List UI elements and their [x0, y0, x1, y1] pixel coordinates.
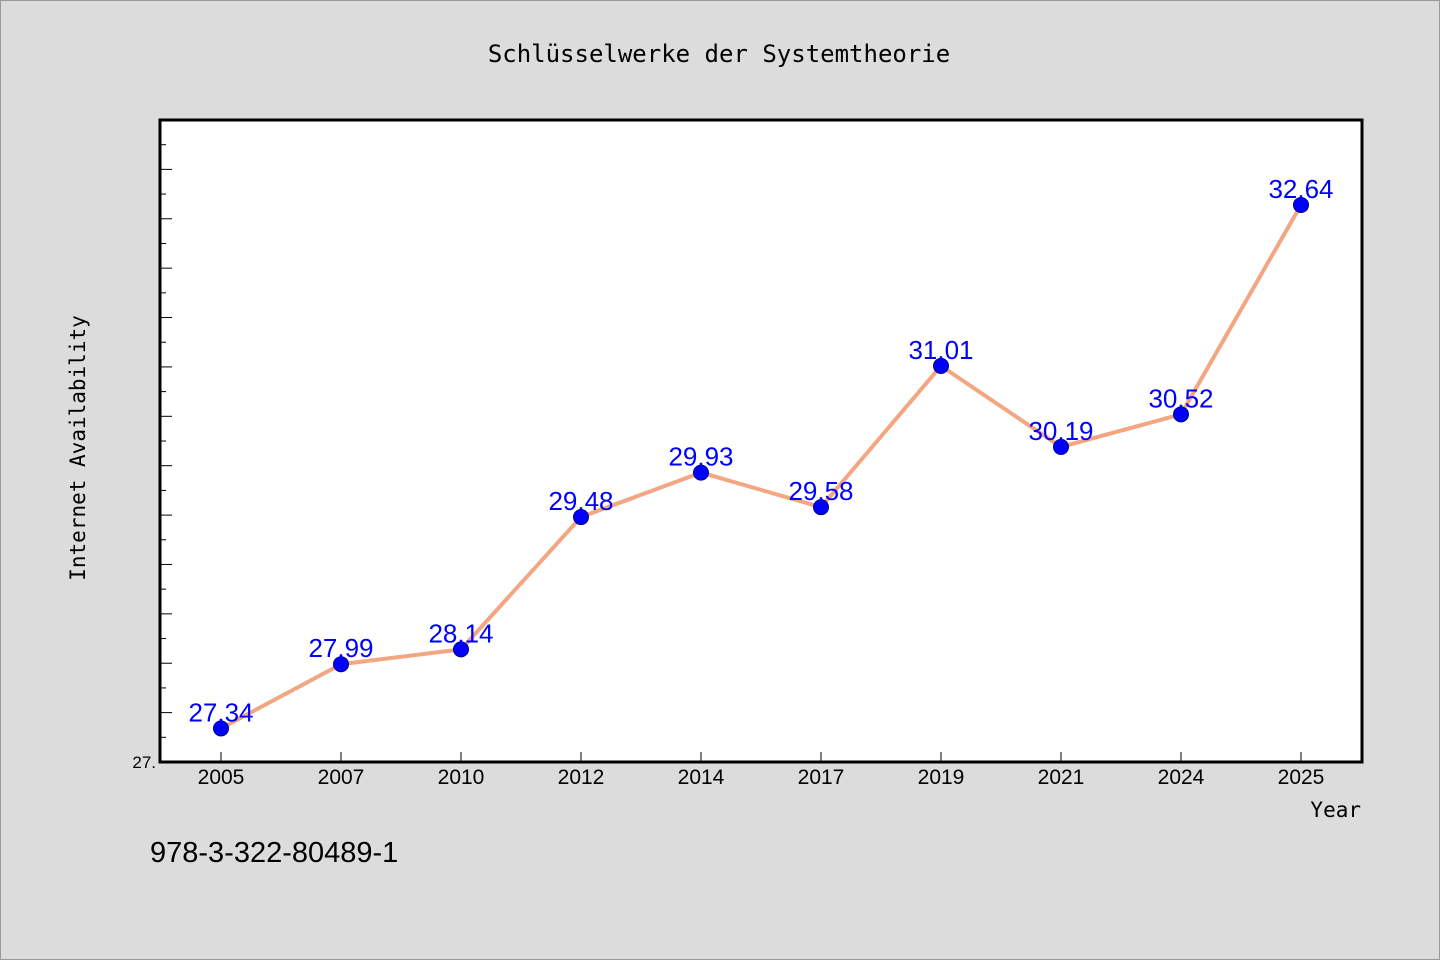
series-line	[219, 202, 1303, 731]
data-label: 29.58	[788, 476, 853, 506]
data-point	[453, 641, 469, 658]
x-tick-label: 2025	[1278, 766, 1325, 789]
y-axis-label: Internet Availability	[66, 315, 90, 581]
x-axis-ticks: 2005 2007 2010 2012 2014 2017 2019 2021 2024 2025	[198, 752, 1325, 789]
x-tick-label: 2007	[318, 766, 365, 789]
plot-area	[158, 118, 1364, 764]
data-label: 31.01	[908, 335, 973, 365]
y-axis-ticks	[160, 119, 172, 763]
data-point	[1173, 406, 1189, 423]
series-layer: 27.34 27.99 28.14 29.48 29.93 29.58 31.01 30.19…	[188, 174, 1334, 737]
x-tick-label: 2021	[1038, 766, 1085, 789]
isbn-label: 978-3-322-80489-1	[150, 837, 399, 869]
y-tick-label: 27.	[132, 753, 156, 772]
x-tick-label: 2014	[678, 766, 725, 789]
data-point	[813, 499, 829, 516]
data-point	[213, 720, 229, 737]
x-tick-label: 2010	[438, 766, 485, 789]
data-point	[693, 464, 709, 481]
data-point	[573, 509, 589, 526]
data-label: 27.99	[308, 633, 373, 663]
data-label: 30.52	[1148, 383, 1213, 413]
data-point	[1293, 196, 1309, 213]
data-label: 29.93	[668, 442, 733, 472]
x-tick-label: 2019	[918, 766, 965, 789]
data-label: 28.14	[428, 618, 493, 648]
data-point	[1053, 438, 1069, 455]
x-tick-label: 2017	[798, 766, 845, 789]
data-label: 32.64	[1268, 174, 1333, 204]
chart-title: Schlüsselwerke der Systemtheorie	[488, 40, 950, 68]
x-axis-label: Year	[1310, 798, 1361, 822]
data-label: 27.34	[188, 697, 253, 727]
x-tick-label: 2024	[1158, 766, 1205, 789]
x-tick-label: 2012	[558, 766, 605, 789]
data-label: 29.48	[548, 486, 613, 516]
data-label: 30.19	[1028, 416, 1093, 446]
data-point	[933, 357, 949, 374]
data-point	[333, 656, 349, 673]
x-tick-label: 2005	[198, 766, 245, 789]
